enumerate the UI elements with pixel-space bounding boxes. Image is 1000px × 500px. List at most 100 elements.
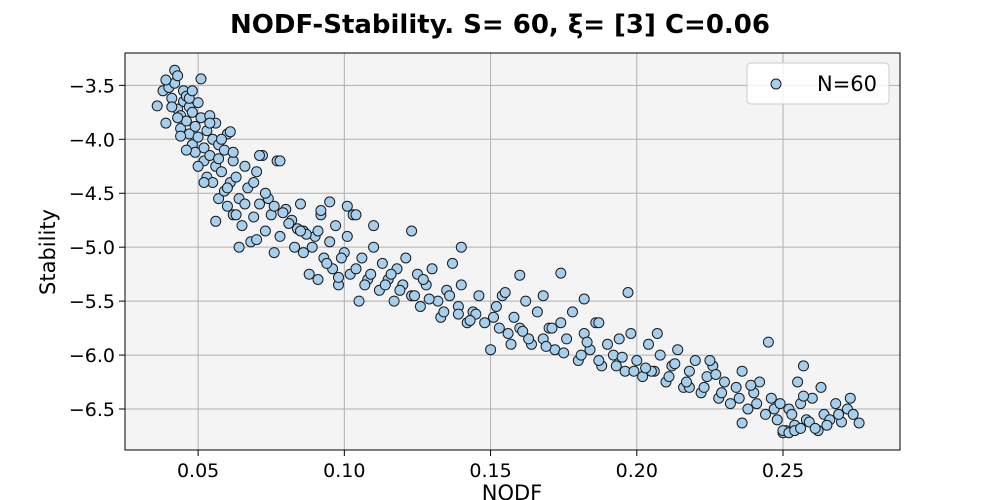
data-point bbox=[830, 398, 842, 410]
data-point bbox=[798, 390, 809, 402]
data-point bbox=[578, 293, 590, 305]
legend: N=60 bbox=[746, 62, 890, 105]
data-point bbox=[452, 308, 464, 320]
data-point bbox=[505, 338, 517, 350]
data-point bbox=[295, 198, 306, 210]
data-point bbox=[490, 301, 502, 312]
data-point bbox=[567, 306, 578, 318]
data-point bbox=[853, 417, 865, 429]
data-point bbox=[166, 101, 178, 113]
data-point bbox=[368, 220, 380, 232]
data-point bbox=[555, 317, 567, 329]
data-point bbox=[356, 252, 368, 264]
data-point bbox=[517, 325, 529, 337]
data-point bbox=[368, 241, 380, 253]
y-tick-label: −4.0 bbox=[69, 129, 115, 151]
data-point bbox=[672, 344, 684, 356]
data-point bbox=[508, 311, 520, 323]
y-tick-label: −4.5 bbox=[69, 183, 115, 205]
data-point bbox=[221, 182, 233, 194]
x-tick-label: 0.20 bbox=[616, 460, 658, 482]
plot-area bbox=[125, 53, 900, 450]
data-point bbox=[172, 112, 184, 124]
data-point bbox=[736, 365, 748, 377]
data-point bbox=[230, 209, 242, 221]
data-point bbox=[406, 225, 418, 237]
data-point bbox=[751, 398, 763, 410]
data-point bbox=[172, 70, 184, 82]
y-tick-label: −5.5 bbox=[69, 291, 115, 313]
plot-frame bbox=[124, 52, 901, 451]
data-point bbox=[561, 333, 573, 345]
data-point bbox=[248, 211, 260, 223]
data-point bbox=[227, 146, 239, 158]
y-axis-label: Stability bbox=[36, 209, 60, 295]
data-point bbox=[704, 355, 716, 366]
data-point bbox=[733, 392, 745, 404]
y-tick-label: −3.5 bbox=[69, 75, 115, 97]
data-point bbox=[444, 290, 456, 302]
data-point bbox=[277, 207, 289, 219]
data-point bbox=[192, 131, 204, 143]
data-point bbox=[809, 422, 821, 434]
y-tick-label: −6.0 bbox=[69, 345, 115, 367]
data-point bbox=[523, 333, 535, 345]
data-point bbox=[455, 241, 467, 253]
data-point bbox=[502, 328, 514, 339]
y-axis-ticks: −3.5 −4.0 −4.5 −5.0 −5.5 −6.0 −6.5 bbox=[69, 75, 125, 421]
data-point bbox=[683, 365, 695, 377]
data-point bbox=[213, 153, 225, 165]
data-point bbox=[321, 257, 333, 269]
data-point bbox=[786, 408, 798, 420]
data-point bbox=[795, 422, 807, 434]
data-point bbox=[438, 306, 450, 318]
data-point bbox=[479, 317, 491, 329]
data-point bbox=[239, 160, 251, 172]
data-point bbox=[643, 338, 654, 350]
data-point bbox=[815, 381, 827, 393]
data-point bbox=[698, 381, 710, 393]
data-point bbox=[485, 344, 497, 356]
data-point bbox=[175, 130, 187, 142]
data-point bbox=[774, 398, 786, 410]
data-point bbox=[575, 349, 587, 361]
data-point bbox=[631, 355, 643, 366]
data-point bbox=[719, 376, 730, 388]
data-point bbox=[455, 279, 467, 291]
data-point bbox=[186, 85, 198, 97]
data-point bbox=[537, 290, 549, 302]
data-point bbox=[610, 360, 622, 372]
data-point bbox=[409, 290, 420, 302]
data-point bbox=[160, 74, 172, 86]
data-point bbox=[295, 225, 306, 237]
x-axis-ticks: 0.05 0.10 0.15 0.20 0.25 bbox=[177, 450, 804, 482]
data-point bbox=[341, 230, 353, 242]
data-point bbox=[324, 236, 336, 248]
data-point bbox=[379, 279, 391, 291]
data-point bbox=[844, 392, 856, 404]
data-point bbox=[335, 252, 347, 264]
data-point bbox=[394, 284, 406, 296]
data-point bbox=[546, 322, 558, 334]
data-point bbox=[268, 200, 280, 212]
data-point bbox=[514, 269, 526, 281]
data-point bbox=[493, 322, 505, 334]
data-point bbox=[233, 241, 245, 253]
data-point bbox=[426, 263, 438, 275]
data-point bbox=[268, 247, 280, 259]
data-point bbox=[213, 193, 225, 205]
data-point bbox=[593, 317, 605, 329]
x-axis-label: NODF bbox=[482, 481, 543, 500]
data-point bbox=[274, 155, 286, 167]
data-point bbox=[239, 198, 251, 210]
data-point bbox=[388, 295, 400, 307]
data-point bbox=[710, 369, 722, 380]
data-point bbox=[464, 315, 476, 326]
legend-box bbox=[746, 62, 890, 105]
y-tick-label: −6.5 bbox=[69, 399, 115, 421]
data-point bbox=[616, 351, 628, 363]
data-point bbox=[312, 225, 324, 237]
data-point bbox=[760, 408, 771, 420]
data-point bbox=[341, 200, 353, 212]
data-point bbox=[251, 166, 263, 178]
